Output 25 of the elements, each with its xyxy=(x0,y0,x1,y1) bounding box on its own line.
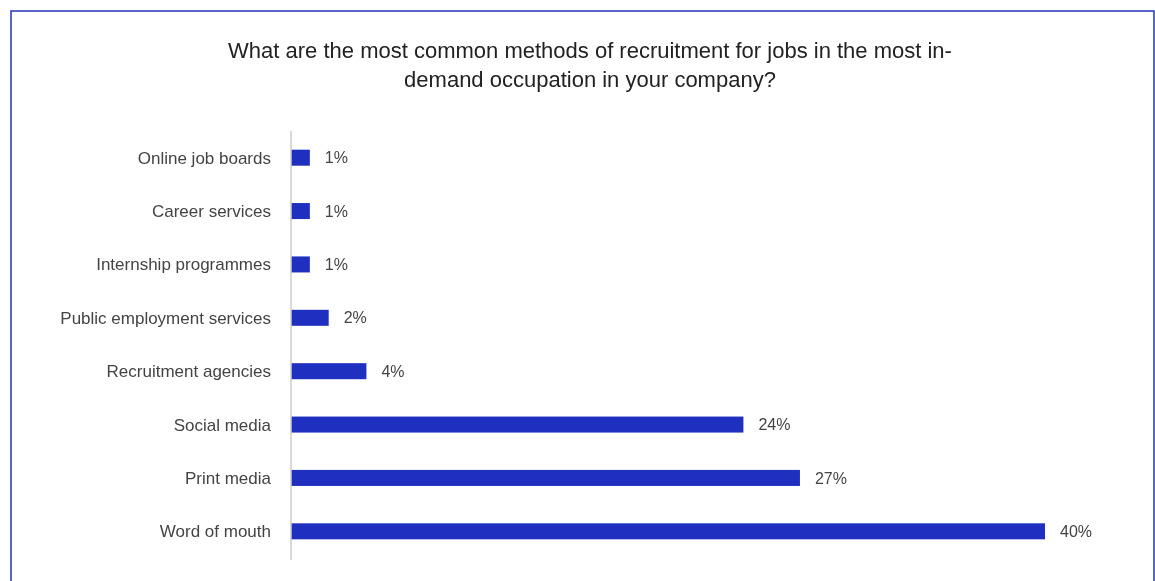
y-tick-label: Recruitment agencies xyxy=(106,362,271,382)
chart-title: What are the most common methods of recruitment for jobs in the most in-demand occupation in your company? xyxy=(228,38,952,92)
y-tick-label: Public employment services xyxy=(60,308,271,328)
bar xyxy=(291,149,310,166)
bar xyxy=(291,363,367,380)
data-label: 24% xyxy=(758,416,791,434)
y-tick-label: Social media xyxy=(173,415,272,435)
data-label: 1% xyxy=(324,202,348,220)
bar xyxy=(291,416,744,433)
y-tick-label: Online job boards xyxy=(137,148,271,168)
data-label: 40% xyxy=(1060,522,1093,540)
data-label: 1% xyxy=(324,256,348,274)
y-tick-label: Word of mouth xyxy=(159,522,271,542)
y-tick-label: Print media xyxy=(185,468,272,488)
data-label: 2% xyxy=(343,309,367,327)
bar xyxy=(291,203,310,220)
data-label: 4% xyxy=(381,362,405,380)
bar xyxy=(291,523,1045,540)
data-label: 27% xyxy=(814,469,847,487)
bar xyxy=(291,256,310,273)
data-label: 1% xyxy=(324,149,348,167)
bar xyxy=(291,469,800,486)
bar xyxy=(291,309,329,326)
y-tick-label: Internship programmes xyxy=(96,255,271,275)
y-tick-label: Career services xyxy=(151,202,271,222)
